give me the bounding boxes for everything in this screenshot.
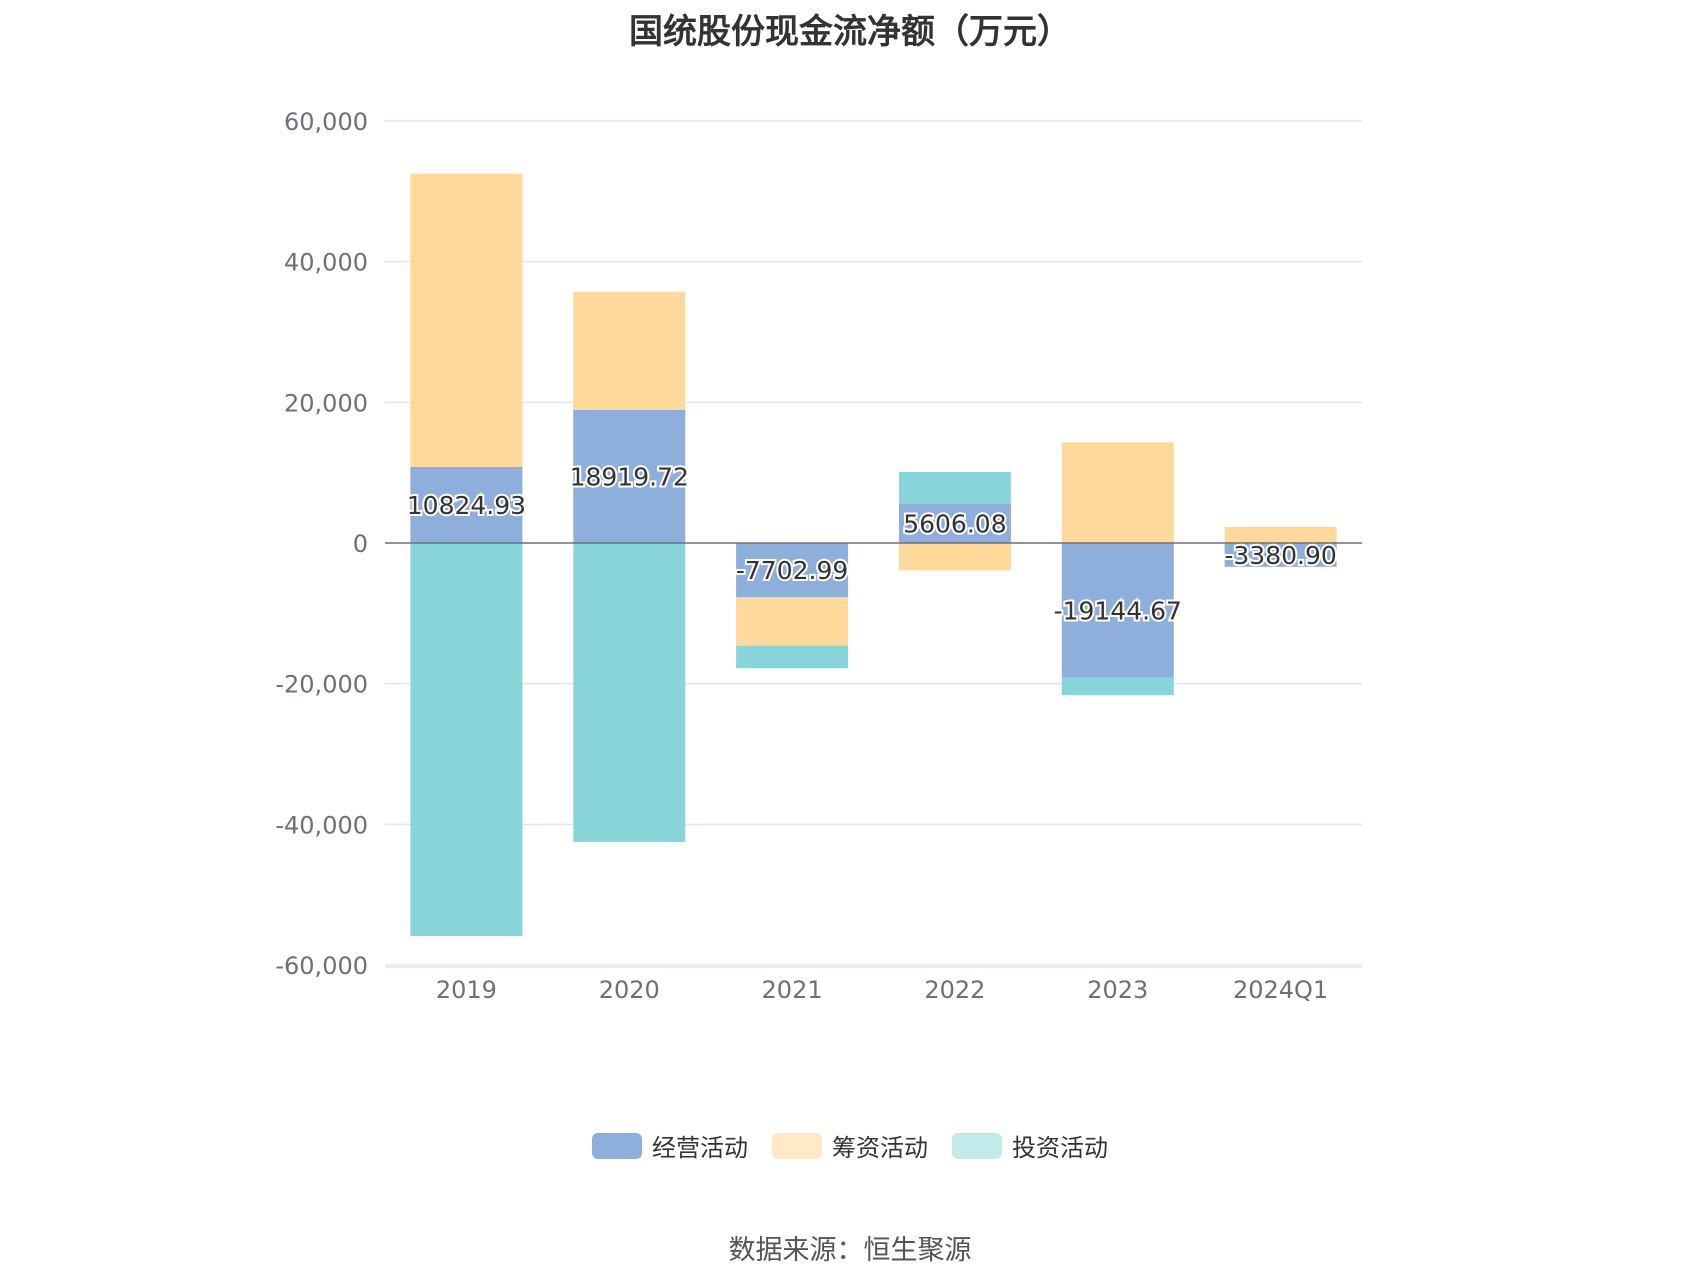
data-label: -7702.99: [736, 556, 848, 585]
bar-筹资活动-2023[interactable]: [1061, 442, 1174, 543]
grid-lines: [385, 120, 1362, 966]
y-tick-label: -60,000: [275, 952, 368, 980]
bar-经营活动-2020[interactable]: [573, 409, 686, 543]
bar-筹资活动-2020[interactable]: [573, 291, 686, 410]
y-tick-label: 40,000: [284, 249, 368, 277]
data-source: 数据来源：恒生聚源: [728, 1235, 972, 1266]
chart-title: 国统股份现金流净额（万元）: [629, 12, 1071, 52]
bar-经营活动-2021[interactable]: [736, 543, 849, 598]
zero-line: [385, 542, 1362, 968]
bar-投资活动-2023[interactable]: [1061, 677, 1174, 696]
y-tick-label: -40,000: [275, 811, 368, 839]
legend-label-investing: 投资活动: [1012, 1134, 1108, 1162]
y-tick-label: 60,000: [284, 108, 368, 136]
x-tick-label: 2023: [1087, 976, 1148, 1004]
bar-筹资活动-2021[interactable]: [736, 597, 849, 646]
bar-投资活动-2022[interactable]: [898, 471, 1011, 504]
legend-item-operating[interactable]: 经营活动: [592, 1128, 748, 1163]
bar-筹资活动-2022[interactable]: [898, 543, 1011, 571]
x-axis-ticks: 2019 2020 2021 2022 2023 2024Q1: [436, 976, 1328, 1004]
legend-label-financing: 筹资活动: [832, 1134, 928, 1162]
data-labels: 10824.93 18919.72 -7702.99 5606.08 -19144.67…: [405, 460, 1339, 627]
bar-筹资活动-2019[interactable]: [410, 173, 523, 467]
bar-经营活动-2023[interactable]: [1061, 543, 1174, 678]
y-tick-label: 20,000: [284, 389, 368, 417]
bar-经营活动-2019[interactable]: [410, 466, 523, 543]
y-tick-label: 0: [353, 530, 368, 558]
bar-投资活动-2019[interactable]: [410, 543, 523, 937]
data-label: 5606.08: [903, 509, 1006, 538]
bars: [410, 173, 1337, 937]
data-label: 10824.93: [407, 491, 526, 520]
data-label: -19144.67: [1054, 596, 1182, 625]
legend-item-financing[interactable]: 筹资活动: [772, 1128, 928, 1163]
legend-swatch-financing: [772, 1132, 822, 1159]
x-tick-label: 2021: [762, 976, 823, 1004]
bar-经营活动-2024Q1[interactable]: [1224, 543, 1337, 567]
legend-item-investing[interactable]: 投资活动: [952, 1128, 1108, 1163]
bar-投资活动-2021[interactable]: [736, 645, 849, 669]
bar-经营活动-2022[interactable]: [898, 503, 1011, 543]
x-tick-label: 2020: [599, 976, 660, 1004]
y-tick-label: -20,000: [275, 671, 368, 699]
y-axis-ticks: 60,000 40,000 20,000 0 -20,000 -40,000 -60,000: [275, 108, 368, 980]
x-tick-label: 2022: [924, 976, 985, 1004]
data-label: 18919.72: [570, 462, 689, 491]
legend-swatch-operating: [592, 1132, 642, 1159]
data-label: -3380.90: [1224, 541, 1336, 570]
legend-label-operating: 经营活动: [652, 1134, 748, 1162]
x-tick-label: 2024Q1: [1233, 976, 1328, 1004]
legend-swatch-investing: [952, 1132, 1002, 1159]
bar-投资活动-2020[interactable]: [573, 543, 686, 842]
x-tick-label: 2019: [436, 976, 497, 1004]
legend: 经营活动 筹资活动 投资活动: [0, 1128, 1700, 1163]
bar-筹资活动-2024Q1[interactable]: [1224, 526, 1337, 543]
